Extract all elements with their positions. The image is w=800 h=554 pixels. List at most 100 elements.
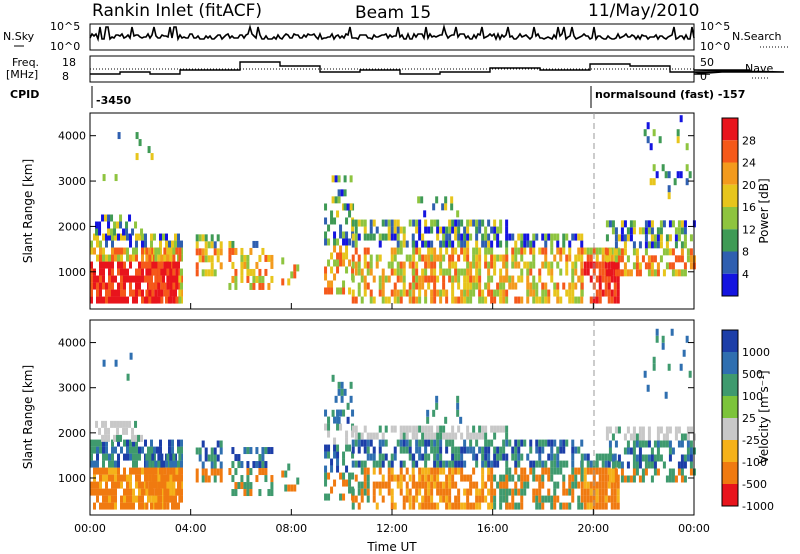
velocity-cell (505, 495, 509, 503)
velocity-cell (653, 461, 657, 469)
velocity-cell (204, 447, 208, 455)
velocity-cell (562, 488, 566, 496)
power-cell (439, 254, 443, 262)
power-cell (168, 247, 171, 255)
power-cell (662, 248, 666, 256)
velocity-cell (293, 484, 297, 492)
velocity-cell (421, 439, 425, 447)
power-cell (432, 203, 436, 211)
velocity-cell (180, 474, 183, 482)
power-cell (195, 241, 199, 249)
power-cell (448, 261, 452, 269)
velocity-cell (664, 391, 668, 399)
power-cell (680, 227, 684, 235)
power-cell (445, 240, 449, 248)
velocity-cell (608, 440, 612, 448)
power-cell (408, 261, 412, 269)
velocity-cell (105, 453, 108, 461)
velocity-cell (427, 439, 431, 447)
power-cell (571, 275, 575, 283)
velocity-cell (460, 474, 464, 482)
velocity-cell (487, 453, 491, 461)
power-cell (102, 296, 105, 304)
velocity-cell (454, 481, 458, 489)
velocity-cell (456, 395, 460, 403)
power-cell (577, 247, 581, 255)
velocity-cell (102, 474, 105, 482)
power-cell (172, 247, 176, 255)
power-cell (653, 255, 657, 263)
power-cell (330, 210, 334, 218)
velocity-cell (349, 395, 353, 403)
power-cell (668, 234, 672, 242)
power-cell (162, 275, 165, 283)
power-cell (174, 289, 177, 297)
power-cell (550, 268, 554, 276)
velocity-cell (213, 461, 217, 469)
power-cell (562, 282, 566, 290)
velocity-cell (635, 454, 639, 462)
power-cell (349, 175, 353, 183)
velocity-cell (384, 439, 388, 447)
velocity-cell (505, 467, 509, 475)
power-cell (647, 227, 651, 235)
velocity-cell (556, 453, 560, 461)
velocity-cell (655, 335, 659, 343)
power-cell (336, 259, 340, 267)
velocity-cell (384, 425, 388, 433)
power-cell (448, 226, 452, 234)
velocity-cell (613, 488, 617, 496)
power-cell (674, 241, 678, 249)
power-cell (337, 175, 341, 183)
power-cell (505, 289, 509, 297)
power-cell (375, 254, 379, 262)
velocity-cell (689, 468, 693, 476)
power-cell (117, 289, 120, 297)
velocity-cell (270, 475, 274, 483)
velocity-cell (287, 484, 291, 492)
velocity-cell (421, 474, 425, 482)
power-cell (354, 233, 358, 241)
power-cell (610, 289, 614, 297)
power-cell (122, 228, 126, 236)
power-cell (252, 268, 256, 276)
velocity-cell (348, 486, 352, 494)
power-cell (490, 296, 494, 304)
velocity-cell (565, 460, 569, 468)
power-cell (460, 289, 464, 297)
velocity-cell (665, 475, 669, 483)
velocity-cell (154, 495, 158, 503)
power-cell (493, 219, 497, 227)
velocity-cell (435, 395, 439, 403)
velocity-cell (559, 446, 563, 454)
power-cell (424, 268, 428, 276)
power-cell (605, 255, 609, 263)
power-cell (466, 282, 470, 290)
power-cell (517, 233, 521, 241)
velocity-cell (457, 502, 461, 510)
power-cell (553, 282, 557, 290)
power-cell (502, 282, 506, 290)
velocity-cell (505, 502, 509, 510)
power-cell (526, 275, 530, 283)
velocity-cell (430, 488, 434, 496)
velocity-cell (641, 440, 645, 448)
nave-tick-bottom: 0 (700, 70, 707, 83)
power-cell (163, 254, 167, 262)
velocity-cell (559, 502, 563, 510)
power-cell (620, 227, 624, 235)
velocity-cell (360, 495, 364, 503)
power-cell (135, 268, 138, 276)
power-cell (574, 296, 578, 304)
power-cell (520, 254, 524, 262)
power-cell (145, 289, 149, 297)
power-cell (396, 219, 400, 227)
velocity-cell (201, 468, 205, 476)
power-cell (99, 254, 102, 262)
power-cell (327, 224, 331, 232)
power-cell (685, 178, 689, 186)
power-cell (123, 233, 126, 241)
power-cell (598, 282, 602, 290)
velocity-cell (454, 453, 458, 461)
power-cell (412, 268, 416, 276)
